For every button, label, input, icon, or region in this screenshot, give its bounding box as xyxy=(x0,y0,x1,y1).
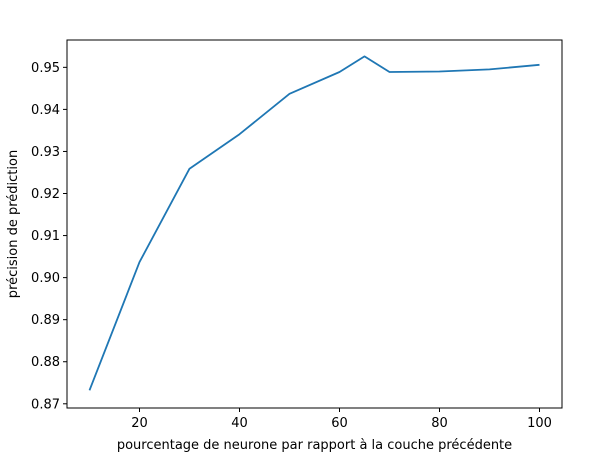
y-tick-label: 0.91 xyxy=(31,229,60,244)
x-tick-label: 100 xyxy=(527,416,552,431)
plot-area xyxy=(67,40,562,408)
y-axis-label: précision de prédiction xyxy=(6,150,21,298)
x-axis-ticks: 20 40 60 80 100 xyxy=(131,408,552,431)
y-axis-ticks: 0.87 0.88 0.89 0.90 0.91 0.92 0.93 0.94 0.95 xyxy=(31,61,67,412)
y-tick-label: 0.94 xyxy=(31,103,60,118)
series-line xyxy=(88,55,540,391)
series-layer xyxy=(88,55,540,391)
y-tick-label: 0.92 xyxy=(31,187,60,202)
x-tick-label: 20 xyxy=(131,416,148,431)
x-axis-label: pourcentage de neurone par rapport à la … xyxy=(117,438,512,453)
x-tick-label: 60 xyxy=(331,416,348,431)
y-tick-label: 0.95 xyxy=(31,61,60,76)
y-tick-label: 0.87 xyxy=(31,397,60,412)
y-tick-label: 0.89 xyxy=(31,313,60,328)
plot-frame xyxy=(66,39,563,409)
x-tick-label: 80 xyxy=(431,416,448,431)
y-tick-label: 0.90 xyxy=(31,271,60,286)
x-tick-label: 40 xyxy=(231,416,248,431)
y-tick-label: 0.88 xyxy=(31,355,60,370)
y-tick-label: 0.93 xyxy=(31,145,60,160)
